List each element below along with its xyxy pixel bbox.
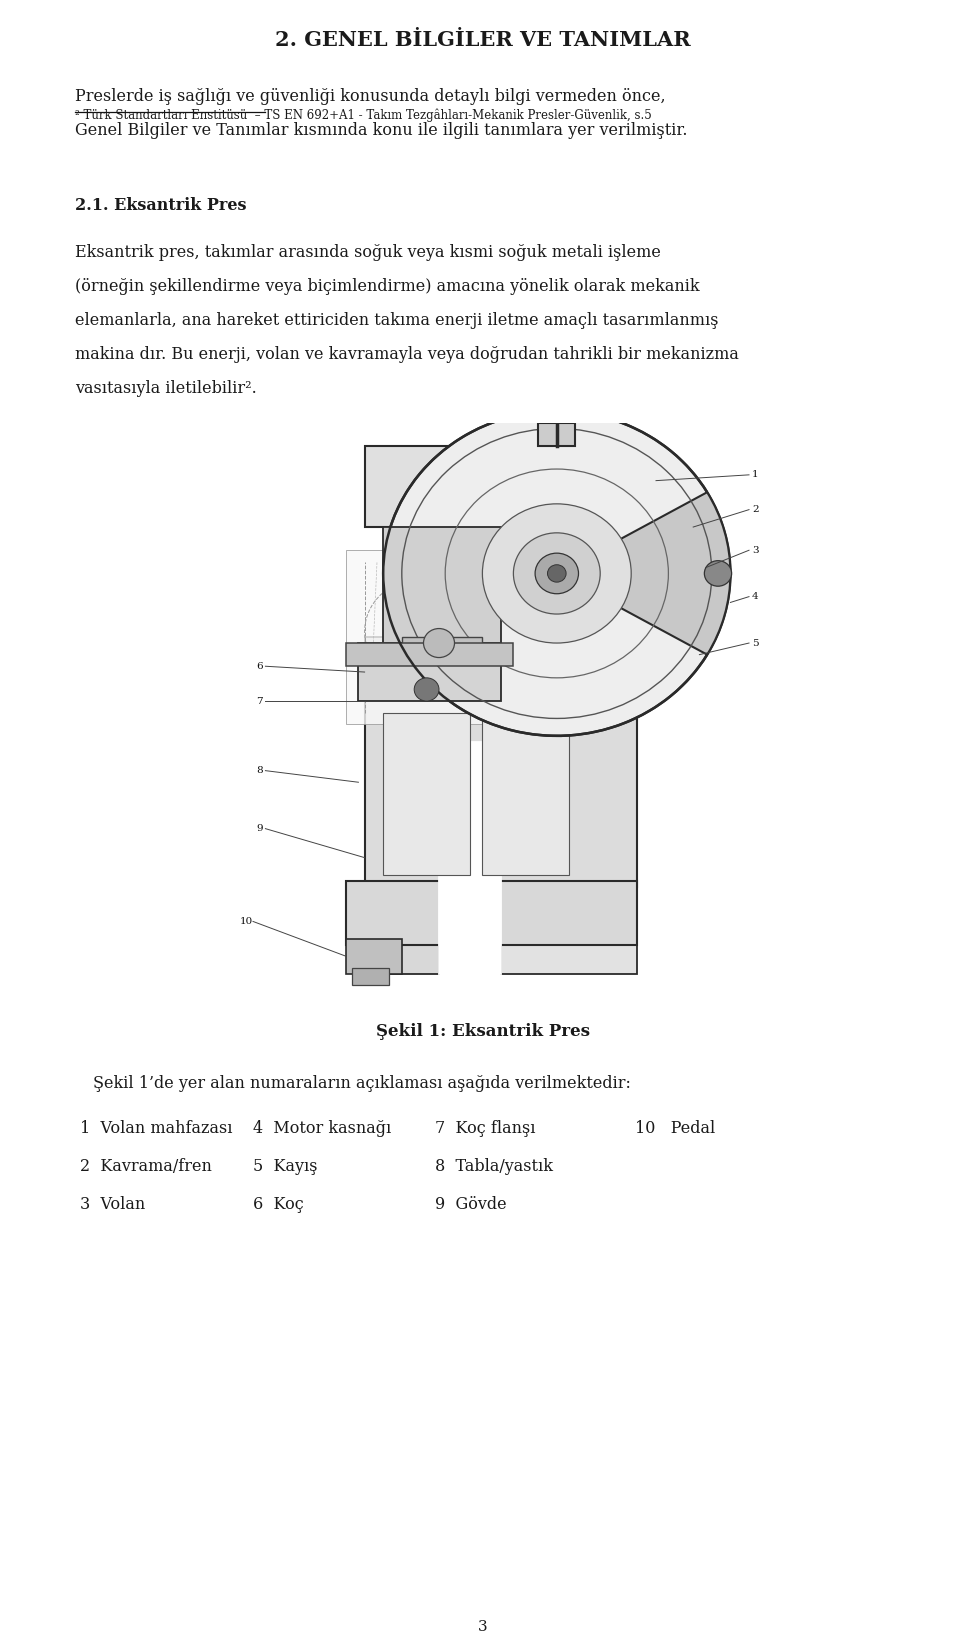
Circle shape xyxy=(414,677,439,700)
Text: Şekil 1: Eksantrik Pres: Şekil 1: Eksantrik Pres xyxy=(375,1023,589,1040)
Text: makina dır. Bu enerji, volan ve kavramayla veya doğrudan tahrikli bir mekanizma: makina dır. Bu enerji, volan ve kavramay… xyxy=(75,346,739,364)
Text: 7: 7 xyxy=(256,697,262,705)
Text: 8: 8 xyxy=(256,766,262,775)
Text: 2: 2 xyxy=(752,506,758,514)
Bar xyxy=(346,880,637,944)
Text: 6: 6 xyxy=(256,662,262,671)
Bar xyxy=(539,422,575,447)
Bar xyxy=(383,527,501,643)
Bar xyxy=(365,695,637,887)
Text: Preslerde iş sağlığı ve güvenliği konusunda detaylı bilgi vermeden önce,: Preslerde iş sağlığı ve güvenliği konusu… xyxy=(75,87,665,105)
Circle shape xyxy=(547,565,566,582)
Text: (örneğin şekillendirme veya biçimlendirme) amacına yönelik olarak mekanik: (örneğin şekillendirme veya biçimlendirm… xyxy=(75,279,700,295)
Text: Şekil 1’de yer alan numaraların açıklaması aşağıda verilmektedir:: Şekil 1’de yer alan numaraların açıklama… xyxy=(93,1074,631,1091)
Bar xyxy=(346,939,402,974)
Bar xyxy=(352,967,390,986)
Text: 4  Motor kasnağı: 4 Motor kasnağı xyxy=(253,1119,392,1137)
Text: Eksantrik pres, takımlar arasında soğuk veya kısmi soğuk metali işleme: Eksantrik pres, takımlar arasında soğuk … xyxy=(75,244,660,262)
Bar xyxy=(346,550,494,723)
Bar xyxy=(501,463,637,974)
Text: 2. GENEL BİLGİLER VE TANIMLAR: 2. GENEL BİLGİLER VE TANIMLAR xyxy=(275,30,690,49)
Circle shape xyxy=(423,628,454,658)
Text: 3: 3 xyxy=(752,545,758,555)
Bar xyxy=(383,712,470,875)
Bar xyxy=(439,742,501,974)
Bar xyxy=(483,712,569,875)
Text: 8  Tabla/yastık: 8 Tabla/yastık xyxy=(435,1157,553,1175)
Bar xyxy=(402,638,483,661)
Text: 3: 3 xyxy=(478,1620,488,1635)
Circle shape xyxy=(383,410,731,737)
Text: Genel Bilgiler ve Tanımlar kısmında konu ile ilgili tanımlara yer verilmiştir.: Genel Bilgiler ve Tanımlar kısmında konu… xyxy=(75,122,687,138)
Circle shape xyxy=(705,560,732,587)
Text: 7  Koç flanşı: 7 Koç flanşı xyxy=(435,1119,536,1137)
Circle shape xyxy=(514,532,600,615)
Text: ² Türk Standartları Enstitüsü  – TS EN 692+A1 - Takım Tezgâhları-Mekanik Presler: ² Türk Standartları Enstitüsü – TS EN 69… xyxy=(75,109,652,122)
Bar xyxy=(358,643,501,700)
Text: elemanlarla, ana hareket ettiriciden takıma enerji iletme amaçlı tasarımlanmış: elemanlarla, ana hareket ettiriciden tak… xyxy=(75,313,718,330)
Text: 5  Kayış: 5 Kayış xyxy=(253,1157,318,1175)
Text: 6  Koç: 6 Koç xyxy=(253,1196,303,1213)
Text: 1  Volan mahfazası: 1 Volan mahfazası xyxy=(80,1119,232,1137)
Circle shape xyxy=(535,554,579,593)
Text: 9  Gövde: 9 Gövde xyxy=(435,1196,507,1213)
Bar xyxy=(346,643,514,666)
Text: 4: 4 xyxy=(752,592,758,602)
Text: 2  Kavrama/fren: 2 Kavrama/fren xyxy=(80,1157,212,1175)
Text: 2.1. Eksantrik Pres: 2.1. Eksantrik Pres xyxy=(75,196,247,214)
Text: vasıtasıyla iletilebilir².: vasıtasıyla iletilebilir². xyxy=(75,381,256,397)
Bar xyxy=(365,638,439,974)
Text: 5: 5 xyxy=(752,638,758,648)
Bar xyxy=(365,447,637,527)
Wedge shape xyxy=(557,493,731,654)
Text: 10: 10 xyxy=(240,916,253,926)
Circle shape xyxy=(482,504,632,643)
Text: 3  Volan: 3 Volan xyxy=(80,1196,145,1213)
Text: 10   Pedal: 10 Pedal xyxy=(635,1119,715,1137)
Text: 9: 9 xyxy=(256,824,262,834)
Text: 1: 1 xyxy=(752,470,758,480)
